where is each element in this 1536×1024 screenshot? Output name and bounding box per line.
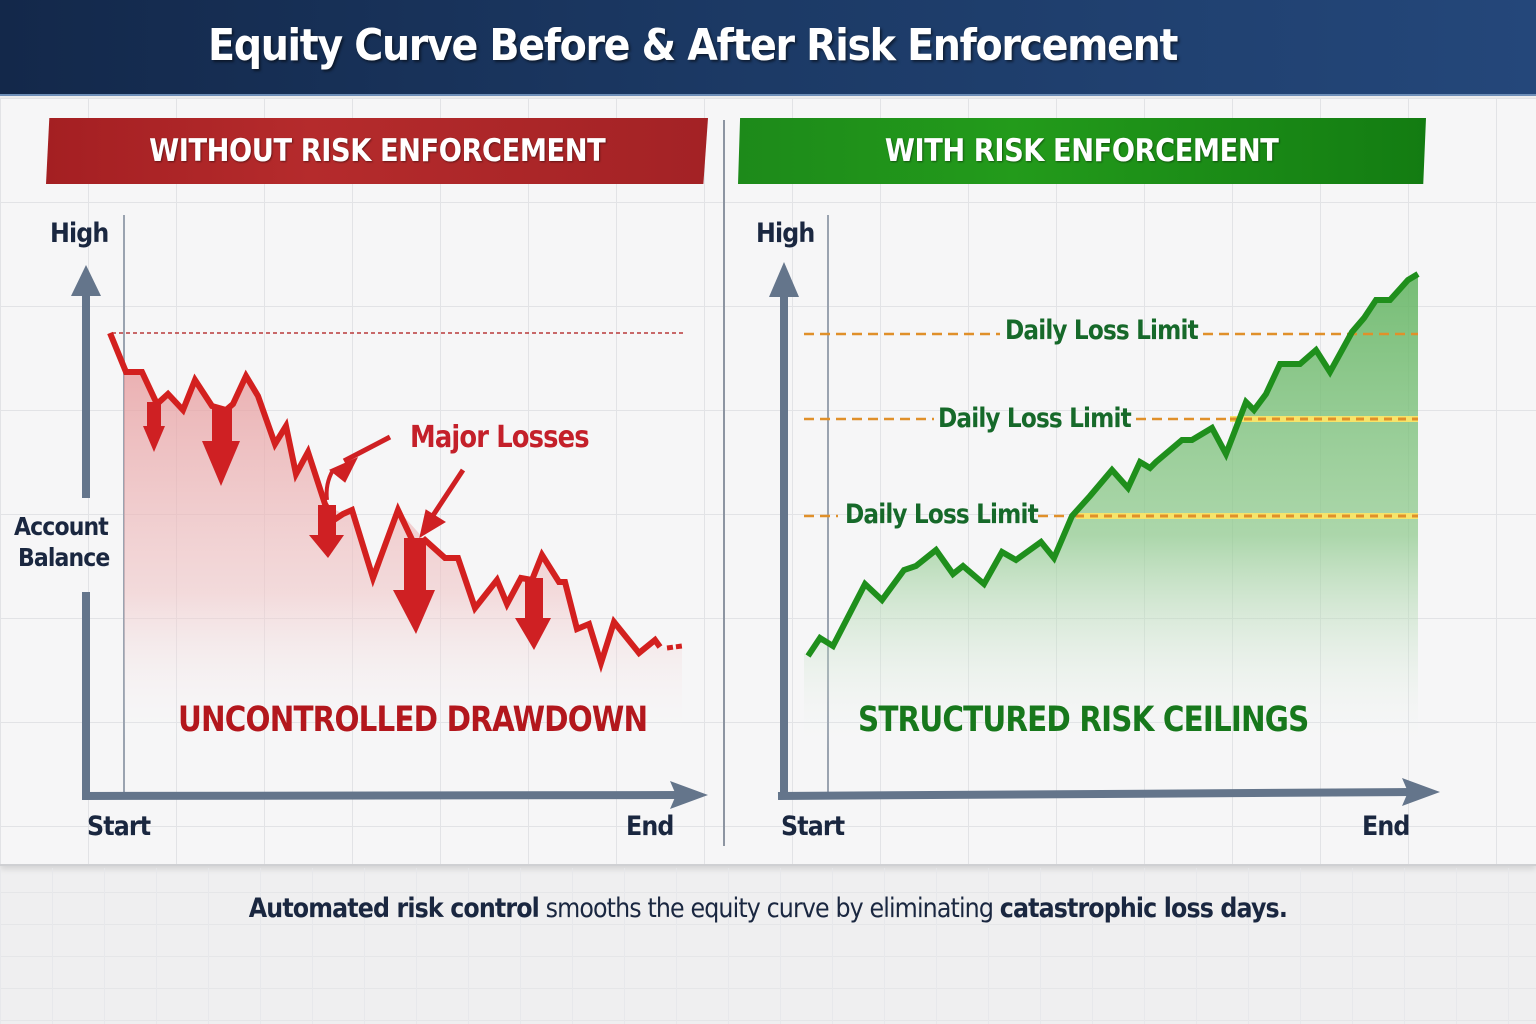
page-title: Equity Curve Before & After Risk Enforce…: [208, 20, 1178, 71]
right-x-axis-end-label: End: [1362, 811, 1410, 842]
without-enforcement-banner: WITHOUT RISK ENFORCEMENT: [46, 118, 708, 184]
loss-arrows: [143, 402, 551, 650]
pointer-arrowhead-icon: [419, 509, 446, 539]
left-equity-line: [107, 331, 663, 674]
right-y-axis-high-label: High: [756, 218, 815, 249]
with-enforcement-banner: WITH RISK ENFORCEMENT: [738, 118, 1426, 184]
left-equity-line-tail: [666, 643, 683, 651]
left-chart: [71, 215, 708, 809]
major-losses-annotation: Major Losses: [410, 420, 590, 455]
right-chart: [769, 215, 1440, 806]
left-y-axis-high-label: High: [50, 218, 109, 249]
pointer-arrowhead-icon: [329, 456, 359, 483]
daily-loss-limit-lines: [804, 332, 1418, 519]
right-y-axis-arrow-icon: [769, 262, 799, 798]
panel-divider: [723, 120, 725, 846]
bottom-grid-background: [0, 868, 1536, 1024]
down-arrow-icon: [143, 402, 165, 452]
with-enforcement-banner-text: WITH RISK ENFORCEMENT: [885, 133, 1279, 169]
structured-risk-ceilings-label: STRUCTURED RISK CEILINGS: [858, 700, 1309, 740]
left-x-axis-arrow-icon: [81, 781, 708, 809]
left-y-axis-title-line2: Balance: [18, 543, 110, 572]
right-x-axis-arrow-icon: [777, 778, 1440, 806]
caption-bold-2: catastrophic loss days.: [999, 893, 1288, 924]
caption-bold-1: Automated risk control: [248, 893, 540, 924]
left-y-axis-title-line1: Account: [14, 512, 109, 541]
daily-loss-limit-label-middle: Daily Loss Limit: [938, 403, 1132, 434]
right-equity-area: [804, 274, 1418, 750]
left-x-axis-start-label: Start: [87, 811, 151, 842]
right-equity-line: [805, 271, 1420, 658]
down-arrow-icon: [309, 505, 344, 558]
down-arrow-icon: [202, 407, 240, 486]
major-losses-pointer-arrows: [324, 434, 466, 539]
left-equity-area: [124, 372, 682, 740]
daily-loss-limit-label-bottom: Daily Loss Limit: [845, 499, 1039, 530]
caption-normal: smooths the equity curve by eliminating: [539, 893, 1000, 924]
right-x-axis-start-label: Start: [781, 811, 845, 842]
bottom-caption: Automated risk control smooths the equit…: [0, 893, 1536, 924]
header-bar: Equity Curve Before & After Risk Enforce…: [0, 0, 1536, 96]
uncontrolled-drawdown-label: UNCONTROLLED DRAWDOWN: [178, 700, 648, 740]
without-enforcement-banner-text: WITHOUT RISK ENFORCEMENT: [148, 133, 606, 169]
down-arrow-icon: [393, 538, 435, 634]
left-x-axis-end-label: End: [626, 811, 674, 842]
down-arrow-icon: [515, 578, 551, 650]
left-y-axis-arrow-icon: [71, 265, 101, 798]
daily-loss-limit-label-top: Daily Loss Limit: [1005, 315, 1199, 346]
